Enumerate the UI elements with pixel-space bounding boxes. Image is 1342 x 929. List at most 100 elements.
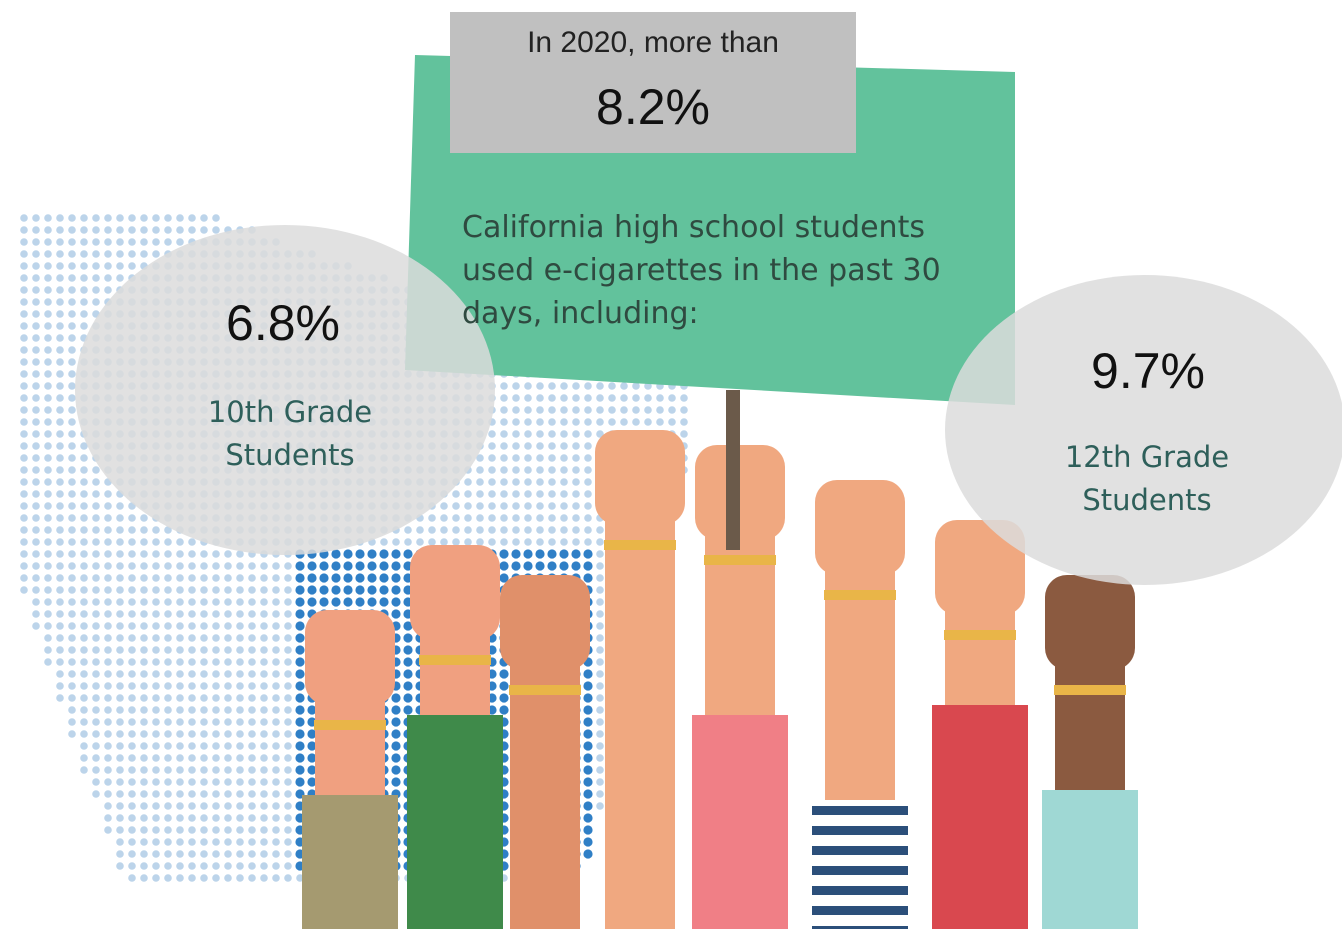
map-dot [176,814,184,822]
map-dot [20,382,28,390]
map-dot [272,706,280,714]
map-dot [272,778,280,786]
map-dot [80,766,88,774]
map-dot [188,538,196,546]
map-dot [524,382,532,390]
map-dot [128,754,136,762]
map-dot [260,874,268,882]
map-dot [391,741,400,750]
map-dot [152,766,160,774]
map-dot [152,562,160,570]
map-dot [536,466,544,474]
map-dot [164,826,172,834]
map-dot [176,778,184,786]
hand [305,610,395,705]
map-dot [536,514,544,522]
map-dot [44,430,52,438]
map-dot [80,634,88,642]
map-dot [32,490,40,498]
map-dot [188,718,196,726]
map-dot [128,514,136,522]
map-dot [416,526,424,534]
map-dot [548,490,556,498]
map-dot [488,490,496,498]
map-dot [56,610,64,618]
map-dot [32,322,40,330]
bracelet [509,685,581,695]
map-dot [403,705,412,714]
map-dot [536,418,544,426]
map-dot [391,753,400,762]
map-dot [68,526,76,534]
map-dot [128,646,136,654]
map-dot [572,394,580,402]
map-dot [44,418,52,426]
map-dot [20,250,28,258]
map-dot [188,826,196,834]
map-dot [391,705,400,714]
map-dot [212,754,220,762]
map-dot [224,670,232,678]
map-dot [284,862,292,870]
map-dot [476,502,484,510]
map-dot [152,874,160,882]
map-dot [164,814,172,822]
map-dot [284,718,292,726]
map-dot [56,310,64,318]
map-dot [68,682,76,690]
map-dot [331,585,340,594]
map-dot [56,322,64,330]
map-dot [284,682,292,690]
map-dot [176,634,184,642]
map-dot [656,406,664,414]
map-dot [116,718,124,726]
map-dot [224,850,232,858]
map-dot [272,742,280,750]
map-dot [224,790,232,798]
map-dot [32,334,40,342]
map-dot [260,670,268,678]
map-dot [391,561,400,570]
map-dot [583,825,592,834]
map-dot [68,442,76,450]
map-dot [164,706,172,714]
map-dot [319,585,328,594]
map-dot [188,838,196,846]
map-dot [488,442,496,450]
map-dot [68,430,76,438]
map-dot [104,226,112,234]
map-dot [248,586,256,594]
map-dot [44,502,52,510]
map-dot [608,394,616,402]
map-dot [404,538,412,546]
map-dot [68,394,76,402]
map-dot [176,646,184,654]
map-dot [391,597,400,606]
map-dot [248,682,256,690]
map-dot [116,730,124,738]
map-dot [20,262,28,270]
map-dot [440,514,448,522]
map-dot [295,573,304,582]
map-dot [512,526,520,534]
map-dot [272,862,280,870]
map-dot [559,561,568,570]
map-dot [236,646,244,654]
map-dot [596,382,604,390]
map-dot [176,826,184,834]
map-dot [608,406,616,414]
map-dot [44,370,52,378]
map-dot [92,574,100,582]
map-dot [140,862,148,870]
map-dot [596,586,604,594]
map-dot [104,766,112,774]
map-dot [20,466,28,474]
map-dot [164,754,172,762]
map-dot [248,754,256,762]
bubble-value: 9.7% [1048,342,1248,400]
map-dot [295,693,304,702]
map-dot [104,214,112,222]
map-dot [176,622,184,630]
map-dot [260,838,268,846]
map-dot [488,466,496,474]
